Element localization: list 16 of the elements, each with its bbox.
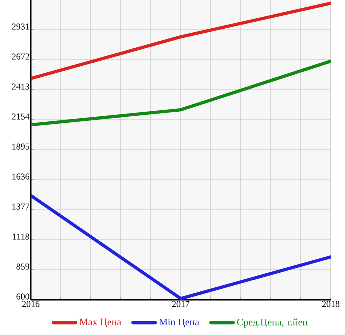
y-tick-label: 1636 <box>12 174 30 180</box>
x-tick-label: 2017 <box>172 301 190 308</box>
y-tick-label: 1118 <box>13 234 30 240</box>
y-tick-label: 1377 <box>12 204 30 210</box>
x-tick-label: 2018 <box>322 301 340 308</box>
x-tick-label: 2016 <box>22 301 40 308</box>
y-tick-label: 600 <box>16 294 30 300</box>
y-tick-label: 859 <box>16 264 30 270</box>
legend-label: Min Цена <box>159 318 200 328</box>
y-tick-label: 2672 <box>12 54 30 60</box>
y-tick-label: 2413 <box>12 84 30 90</box>
legend-label: Сред.Цена, т.йен <box>237 318 308 328</box>
legend-label: Max Цена <box>80 318 122 328</box>
y-tick-label: 2931 <box>12 24 30 30</box>
y-tick-label: 2154 <box>12 114 30 120</box>
y-tick-label: 1895 <box>12 144 30 150</box>
